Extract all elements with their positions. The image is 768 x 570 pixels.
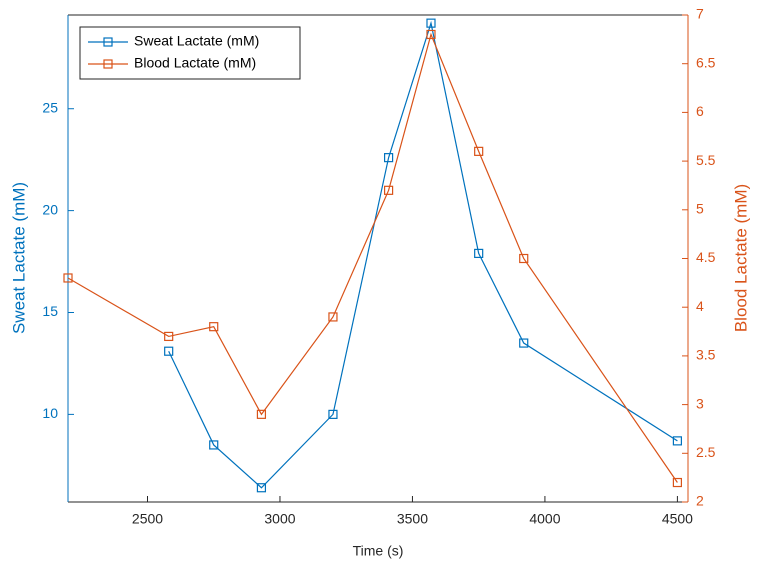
y2-axis-label: Blood Lactate (mM) bbox=[731, 184, 750, 332]
marker bbox=[672, 477, 683, 488]
series-line bbox=[67, 32, 678, 483]
marker bbox=[474, 146, 484, 156]
y2-tick-label: 4.5 bbox=[696, 249, 716, 265]
marker bbox=[209, 440, 219, 450]
x-tick-label: 4000 bbox=[529, 511, 560, 527]
marker bbox=[519, 253, 529, 264]
y-tick-label: 15 bbox=[42, 303, 58, 319]
legend-box bbox=[79, 26, 301, 80]
legend-marker bbox=[103, 59, 113, 69]
marker bbox=[328, 312, 338, 322]
y2-tick-label: 5 bbox=[696, 201, 704, 217]
marker bbox=[672, 436, 683, 446]
marker bbox=[474, 248, 484, 259]
marker bbox=[164, 331, 174, 342]
y2-tick-label: 7 bbox=[696, 6, 704, 22]
marker bbox=[383, 185, 394, 195]
legend-label: Sweat Lactate (mM) bbox=[134, 33, 259, 49]
y2-tick-label: 5.5 bbox=[696, 152, 716, 168]
series-line bbox=[168, 20, 678, 489]
x-axis-label: Time (s) bbox=[353, 543, 404, 559]
y-axis-label: Sweat Lactate (mM) bbox=[9, 182, 28, 334]
x-tick-label: 2500 bbox=[132, 511, 163, 527]
marker bbox=[426, 29, 436, 40]
marker bbox=[328, 409, 338, 419]
y-tick-label: 20 bbox=[42, 201, 58, 217]
legend-marker bbox=[103, 37, 113, 47]
y2-tick-label: 3 bbox=[696, 395, 704, 411]
marker bbox=[164, 346, 174, 356]
y2-tick-label: 2 bbox=[696, 493, 704, 509]
marker bbox=[256, 483, 267, 493]
marker bbox=[383, 153, 394, 163]
marker bbox=[426, 18, 436, 28]
y-tick-label: 25 bbox=[42, 99, 58, 115]
x-tick-label: 3500 bbox=[397, 511, 428, 527]
marker bbox=[256, 409, 267, 419]
y2-tick-label: 6.5 bbox=[696, 54, 716, 70]
y2-tick-label: 6 bbox=[696, 103, 704, 119]
y-tick-label: 10 bbox=[42, 405, 58, 421]
y2-tick-label: 4 bbox=[696, 298, 704, 314]
marker bbox=[519, 338, 529, 348]
x-tick-label: 3000 bbox=[264, 511, 295, 527]
x-tick-label: 4500 bbox=[662, 511, 693, 527]
y2-tick-label: 2.5 bbox=[696, 444, 716, 460]
marker bbox=[63, 273, 73, 283]
y2-tick-label: 3.5 bbox=[696, 347, 716, 363]
marker bbox=[209, 322, 219, 332]
legend-label: Blood Lactate (mM) bbox=[134, 55, 256, 71]
